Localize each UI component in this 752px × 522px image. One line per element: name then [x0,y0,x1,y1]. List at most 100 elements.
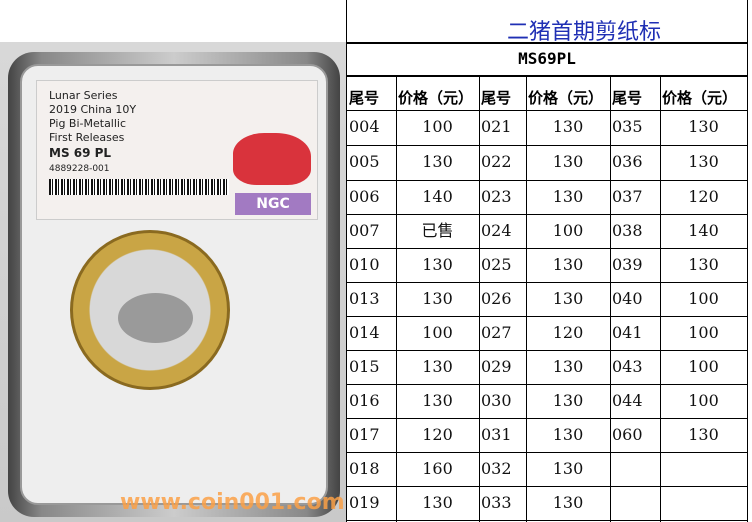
serial-cell[interactable]: 004 [349,117,380,136]
price-cell[interactable] [660,452,747,486]
serial-cell[interactable]: 044 [612,391,643,410]
price-cell[interactable]: 100 [688,323,719,342]
grid-line [347,110,747,111]
price-cell[interactable]: 130 [688,152,719,171]
serial-cell[interactable]: 041 [612,323,643,342]
serial-cell[interactable]: 005 [349,152,380,171]
sheet-subtitle: MS69PL [518,49,576,68]
grid-line [660,75,661,522]
price-cell[interactable]: 160 [422,459,453,478]
price-cell[interactable]: 100 [422,117,453,136]
price-cell[interactable]: 130 [688,425,719,444]
price-cell[interactable]: 130 [552,425,584,444]
price-cell[interactable]: 130 [552,117,584,136]
serial-cell[interactable]: 030 [481,391,512,410]
grid-line [347,214,747,215]
price-cell[interactable]: 130 [552,459,584,478]
price-cell[interactable]: 130 [552,289,584,308]
serial-cell[interactable]: 027 [481,323,512,342]
serial-cell[interactable]: 036 [612,152,643,171]
grid-line [347,145,747,146]
column-header: 尾号 [481,89,512,107]
column-header: 价格（元） [528,89,604,107]
slab-label: Lunar Series 2019 China 10Y Pig Bi-Metal… [36,80,318,220]
serial-cell[interactable]: 016 [349,391,380,410]
serial-cell[interactable]: 006 [349,187,380,206]
grid-line [347,282,747,283]
price-cell[interactable]: 100 [688,391,719,410]
column-header: 尾号 [612,89,643,107]
price-cell[interactable]: 130 [552,493,584,512]
serial-cell[interactable]: 025 [481,255,512,274]
serial-cell[interactable]: 043 [612,357,643,376]
price-cell[interactable]: 130 [422,289,453,308]
ngc-logo: NGC [235,193,311,215]
label-line: Pig Bi-Metallic [49,117,127,130]
serial-cell[interactable]: 033 [481,493,512,512]
label-grade: MS 69 PL [49,146,112,160]
price-cell[interactable]: 130 [552,391,584,410]
grid-line [526,75,527,522]
price-cell[interactable]: 130 [688,255,719,274]
papercut-pig-icon [233,133,311,185]
serial-cell[interactable]: 023 [481,187,512,206]
grid-line [347,384,747,385]
price-cell[interactable] [660,486,747,520]
grid-line [479,75,480,522]
price-cell[interactable]: 140 [422,187,453,206]
grid-line [347,180,747,181]
grid-line [347,316,747,317]
serial-cell[interactable]: 032 [481,459,512,478]
price-cell[interactable]: 100 [422,323,453,342]
barcode [49,179,229,195]
serial-cell[interactable]: 007 [349,221,380,240]
serial-cell[interactable]: 022 [481,152,512,171]
serial-cell[interactable]: 039 [612,255,643,274]
grid-line [747,0,748,522]
price-cell[interactable]: 120 [422,425,453,444]
grid-line [347,486,747,487]
column-header: 价格（元） [398,89,474,107]
price-cell[interactable]: 130 [422,152,453,171]
serial-cell[interactable]: 031 [481,425,512,444]
serial-cell[interactable]: 010 [349,255,380,274]
serial-cell[interactable]: 021 [481,117,512,136]
price-cell[interactable]: 已售 [421,221,454,240]
serial-cell[interactable]: 035 [612,117,643,136]
price-cell[interactable]: 100 [552,221,584,240]
price-cell[interactable]: 130 [422,357,453,376]
serial-cell[interactable]: 029 [481,357,512,376]
serial-cell[interactable]: 018 [349,459,380,478]
serial-cell[interactable]: 019 [349,493,380,512]
serial-cell[interactable]: 015 [349,357,380,376]
price-cell[interactable]: 130 [552,357,584,376]
label-cert-number: 4889228-001 [49,164,110,174]
label-line: Lunar Series [49,89,118,102]
column-header: 尾号 [349,89,380,107]
serial-cell[interactable]: 024 [481,221,512,240]
grid-line [347,418,747,419]
price-cell[interactable]: 140 [688,221,719,240]
price-cell[interactable]: 100 [688,357,719,376]
price-cell[interactable]: 120 [688,187,719,206]
serial-cell[interactable]: 026 [481,289,512,308]
price-cell[interactable]: 130 [688,117,719,136]
serial-cell[interactable]: 038 [612,221,643,240]
watermark: www.coin001.com [120,490,345,515]
price-cell[interactable]: 130 [552,255,584,274]
price-cell[interactable]: 130 [422,255,453,274]
serial-cell[interactable]: 037 [612,187,643,206]
price-cell[interactable]: 130 [422,391,453,410]
serial-cell[interactable]: 060 [612,425,643,444]
serial-cell[interactable]: 040 [612,289,643,308]
price-cell[interactable]: 130 [552,152,584,171]
price-cell[interactable]: 100 [688,289,719,308]
grid-line [347,42,747,44]
price-cell[interactable]: 120 [552,323,584,342]
price-cell[interactable]: 130 [422,493,453,512]
serial-cell[interactable]: 013 [349,289,380,308]
price-cell[interactable]: 130 [552,187,584,206]
sheet-title: 二猪首期剪纸标 [507,20,662,45]
serial-cell[interactable]: 014 [349,323,380,342]
serial-cell[interactable]: 017 [349,425,380,444]
